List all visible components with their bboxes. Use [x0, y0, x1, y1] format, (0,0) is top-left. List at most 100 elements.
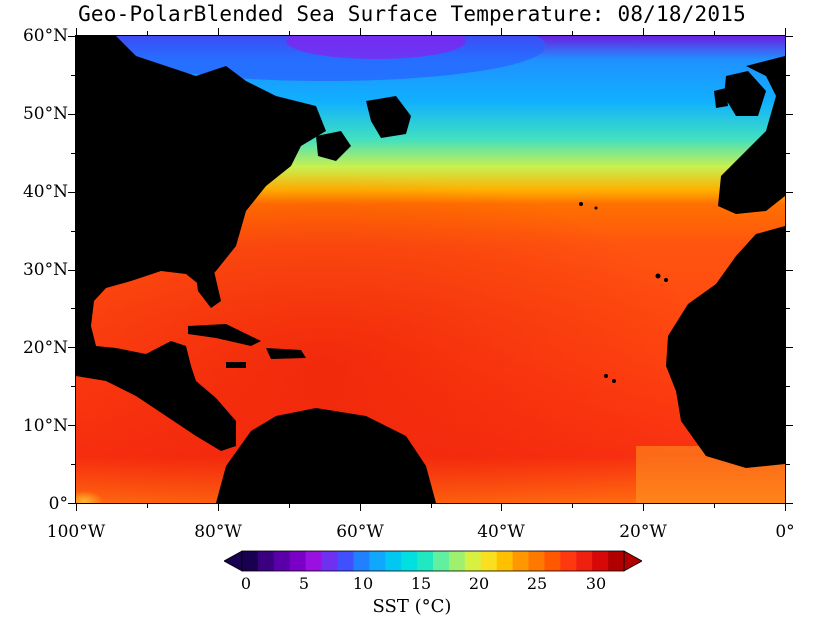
colorbar-tick-15: 15: [410, 574, 432, 593]
lon-tick: [76, 28, 77, 36]
colorbar-cell: [592, 551, 609, 571]
lat-tick: [785, 75, 790, 76]
sst-map[interactable]: [75, 35, 786, 504]
lon-tick: [501, 503, 502, 511]
lon-tick: [147, 503, 148, 508]
lon-tick: [643, 28, 644, 36]
lat-tick: [785, 347, 793, 348]
lat-tick: [71, 386, 76, 387]
colorbar-arrow-low: [224, 550, 243, 572]
lat-tick: [71, 75, 76, 76]
colorbar-tick-10: 10: [352, 574, 374, 593]
colorbar: [224, 550, 642, 572]
lat-tick: [785, 386, 790, 387]
lat-label-60n: 60°N: [22, 26, 68, 46]
lat-label-0: 0°: [48, 494, 68, 514]
colorbar-tick-30: 30: [585, 574, 607, 593]
lon-tick: [360, 503, 361, 511]
colorbar-cell: [369, 551, 386, 571]
lat-tick: [68, 425, 76, 426]
lat-tick: [71, 464, 76, 465]
colorbar-cell: [385, 551, 402, 571]
lat-tick: [785, 425, 793, 426]
lon-tick: [572, 31, 573, 36]
europe-land: [718, 36, 785, 214]
colorbar-arrow-high: [623, 550, 642, 572]
lon-label-0: 0°: [775, 522, 795, 542]
lat-tick: [785, 464, 790, 465]
lon-tick: [501, 28, 502, 36]
south-america-land: [216, 408, 436, 503]
north-america-land: [76, 36, 326, 451]
lon-tick: [785, 28, 786, 36]
lon-label-20w: 20°W: [619, 522, 667, 542]
lat-tick: [71, 231, 76, 232]
lon-tick: [714, 503, 715, 508]
lat-label-30n: 30°N: [22, 260, 68, 280]
lon-tick: [431, 503, 432, 508]
lat-tick: [785, 503, 793, 504]
colorbar-cell: [433, 551, 450, 571]
lon-tick: [714, 31, 715, 36]
colorbar-border: [241, 550, 625, 572]
colorbar-cell: [321, 551, 338, 571]
lon-tick: [218, 503, 219, 511]
colorbar-cell: [337, 551, 354, 571]
colorbar-cell: [496, 551, 513, 571]
colorbar-cell: [576, 551, 593, 571]
colorbar-cell: [560, 551, 577, 571]
colorbar-cell: [305, 551, 322, 571]
lat-tick: [785, 308, 790, 309]
colorbar-cell: [480, 551, 498, 571]
lat-tick: [68, 270, 76, 271]
colorbar-cell: [257, 551, 275, 571]
lon-label-40w: 40°W: [477, 522, 525, 542]
lon-tick: [360, 28, 361, 36]
lon-tick: [643, 503, 644, 511]
colorbar-cell: [464, 551, 482, 571]
lat-label-40n: 40°N: [22, 182, 68, 202]
lat-label-50n: 50°N: [22, 104, 68, 124]
colorbar-cell: [242, 551, 259, 571]
lon-tick: [431, 31, 432, 36]
lat-label-20n: 20°N: [22, 338, 68, 358]
lon-tick: [289, 503, 290, 508]
lon-tick: [218, 28, 219, 36]
lon-tick: [785, 503, 786, 511]
lat-tick: [785, 36, 793, 37]
colorbar-cell: [448, 551, 466, 571]
colorbar-cell: [544, 551, 561, 571]
colorbar-cell: [273, 551, 291, 571]
lat-tick: [71, 153, 76, 154]
lat-tick: [68, 114, 76, 115]
lat-tick: [68, 347, 76, 348]
colorbar-tick-0: 0: [240, 574, 252, 593]
lon-tick: [289, 31, 290, 36]
page-title: Geo-PolarBlended Sea Surface Temperature…: [78, 2, 746, 26]
colorbar-tick-25: 25: [526, 574, 548, 593]
colorbar-tick-5: 5: [298, 574, 310, 593]
lon-tick: [572, 503, 573, 508]
lat-tick: [68, 192, 76, 193]
lat-tick: [785, 114, 793, 115]
lat-tick: [785, 153, 790, 154]
colorbar-cell: [289, 551, 307, 571]
colorbar-cell: [512, 551, 529, 571]
colorbar-cell: [417, 551, 434, 571]
lat-tick: [785, 192, 793, 193]
colorbar-cell: [401, 551, 418, 571]
lat-tick: [68, 503, 76, 504]
colorbar-tick-20: 20: [468, 574, 490, 593]
colorbar-cell: [608, 551, 625, 571]
africa-land: [666, 226, 785, 468]
lat-tick: [71, 308, 76, 309]
lat-tick: [785, 231, 790, 232]
lat-tick: [785, 270, 793, 271]
sst-map-canvas: [76, 36, 785, 503]
colorbar-cell: [353, 551, 370, 571]
lat-tick: [68, 36, 76, 37]
colorbar-title: SST (°C): [372, 596, 452, 617]
lon-tick: [147, 31, 148, 36]
lon-label-60w: 60°W: [336, 522, 384, 542]
lon-label-100w: 100°W: [46, 522, 106, 542]
